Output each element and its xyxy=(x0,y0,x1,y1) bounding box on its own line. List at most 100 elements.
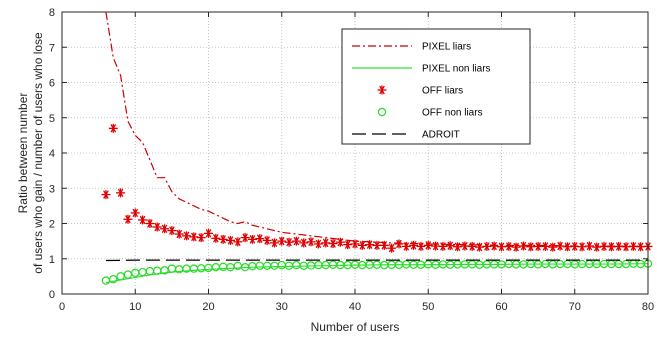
x-tick-label: 0 xyxy=(59,301,65,313)
x-axis-title: Number of users xyxy=(311,320,400,334)
data-point-off-liars xyxy=(306,237,316,247)
data-point-off-liars xyxy=(555,241,565,251)
data-point-off-liars xyxy=(116,188,126,198)
data-point-off-liars xyxy=(160,224,170,234)
data-point-off-liars xyxy=(247,234,257,244)
x-tick-label: 80 xyxy=(642,301,654,313)
legend-entry-off-liars: OFF liars xyxy=(377,85,463,97)
data-point-off-liars xyxy=(592,242,602,252)
data-point-off-liars xyxy=(189,232,199,242)
data-point-off-liars xyxy=(145,219,155,228)
data-point-off-liars xyxy=(438,241,448,251)
x-tick-label: 30 xyxy=(276,301,288,313)
legend-entry-pixel-non-liars: PIXEL non liars xyxy=(352,64,491,75)
data-point-off-liars xyxy=(365,240,375,250)
axis-ticks: 0 10 20 30 40 50 60 70 80 0 1 2 3 4 5 6 7 8 xyxy=(49,7,654,313)
legend-entry-adroit: ADROIT xyxy=(352,130,460,141)
data-point-off-liars xyxy=(445,241,455,251)
data-point-off-liars xyxy=(167,226,177,236)
data-point-off-liars xyxy=(196,233,206,243)
data-point-off-liars xyxy=(357,240,367,250)
data-point-off-liars xyxy=(511,242,521,252)
data-point-off-liars xyxy=(130,208,140,218)
data-point-off-liars xyxy=(350,239,360,249)
data-point-off-liars xyxy=(108,123,118,133)
y-tick-label: 3 xyxy=(49,183,55,195)
data-point-off-liars xyxy=(313,239,323,249)
data-point-off-liars xyxy=(387,243,397,253)
y-tick-label: 5 xyxy=(49,113,55,125)
data-point-off-liars xyxy=(423,240,433,250)
data-point-off-liars xyxy=(467,241,477,251)
data-point-off-liars xyxy=(174,229,184,239)
y-tick-label: 1 xyxy=(49,254,55,266)
legend-label: OFF liars xyxy=(422,86,463,97)
data-point-off-liars xyxy=(299,238,309,248)
data-point-off-liars xyxy=(518,241,528,251)
x-tick-label: 70 xyxy=(569,301,581,313)
data-point-off-liars xyxy=(504,241,514,251)
data-point-off-liars xyxy=(401,241,411,251)
data-point-off-liars xyxy=(343,240,353,250)
y-tick-label: 7 xyxy=(49,42,55,54)
data-point-off-liars xyxy=(101,190,111,200)
data-point-off-liars xyxy=(269,238,279,248)
data-point-off-liars xyxy=(489,241,499,251)
y-tick-label: 4 xyxy=(49,148,55,160)
data-point-off-liars xyxy=(548,242,558,252)
legend-swatch xyxy=(377,85,387,95)
x-tick-label: 50 xyxy=(422,301,434,313)
data-point-off-liars xyxy=(218,234,228,244)
series-off-liars xyxy=(101,123,653,253)
data-point-off-liars xyxy=(240,233,250,243)
data-point-off-liars xyxy=(379,240,389,250)
data-point-off-liars xyxy=(291,236,301,246)
series-layer xyxy=(101,11,653,285)
x-tick-label: 60 xyxy=(495,301,507,313)
legend-label: OFF non liars xyxy=(422,108,483,119)
data-point-off-liars xyxy=(255,234,265,244)
data-point-off-liars xyxy=(335,237,345,247)
data-point-off-liars xyxy=(409,240,419,250)
data-point-off-liars xyxy=(540,241,550,251)
legend-label: ADROIT xyxy=(422,130,460,141)
y-axis-title-line-2: of users who gain / number of users who … xyxy=(31,32,45,274)
data-point-off-liars xyxy=(431,241,441,251)
data-point-off-liars xyxy=(152,222,162,232)
data-point-off-liars xyxy=(204,228,213,238)
series-off-non-liars xyxy=(101,259,653,285)
data-point-off-liars xyxy=(182,231,192,241)
y-tick-label: 0 xyxy=(49,289,55,301)
x-tick-label: 20 xyxy=(202,301,214,313)
legend-entry-off-non-liars: OFF non liars xyxy=(377,107,483,119)
y-tick-label: 2 xyxy=(49,219,55,231)
data-point-off-liars xyxy=(211,233,221,243)
data-point-off-liars xyxy=(577,242,587,252)
legend-entry-pixel-liars: PIXEL liars xyxy=(352,42,471,53)
data-point-off-liars xyxy=(138,215,148,225)
data-point-off-liars xyxy=(453,242,463,252)
data-point-off-liars xyxy=(394,239,404,249)
y-axis-title-line-1: Ratio between number xyxy=(16,93,30,214)
y-tick-label: 8 xyxy=(49,7,55,19)
data-point-off-non-liars xyxy=(109,274,118,284)
data-point-off-liars xyxy=(584,241,594,251)
data-point-off-liars xyxy=(233,237,243,247)
data-point-off-liars xyxy=(416,241,426,251)
x-tick-label: 10 xyxy=(129,301,141,313)
y-tick-label: 6 xyxy=(49,78,55,90)
data-point-off-liars xyxy=(262,235,272,245)
legend-label: PIXEL liars xyxy=(422,42,471,53)
data-point-off-liars xyxy=(284,237,294,247)
data-point-off-liars xyxy=(123,214,133,224)
data-point-off-liars xyxy=(277,236,287,246)
legend: PIXEL liars PIXEL non liars OFF liars OFF n… xyxy=(341,28,531,145)
data-point-off-liars xyxy=(225,235,235,245)
data-point-off-liars xyxy=(328,239,338,249)
x-tick-label: 40 xyxy=(349,301,361,313)
legend-box xyxy=(341,28,531,145)
legend-swatch xyxy=(377,107,387,117)
legend-label: PIXEL non liars xyxy=(422,64,491,75)
data-point-off-liars xyxy=(475,242,485,252)
